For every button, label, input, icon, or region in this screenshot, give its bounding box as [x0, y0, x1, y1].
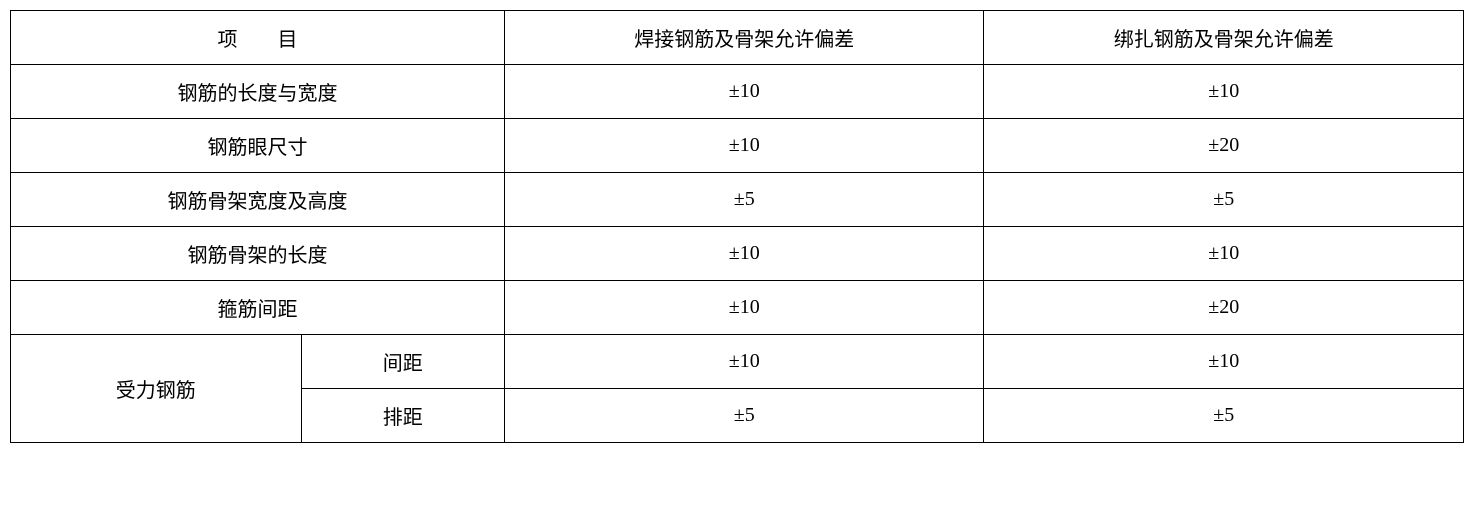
cell-welded: ±5 [505, 173, 984, 227]
cell-item: 钢筋的长度与宽度 [11, 65, 505, 119]
cell-welded: ±10 [505, 65, 984, 119]
cell-welded: ±5 [505, 389, 984, 443]
cell-welded: ±10 [505, 227, 984, 281]
cell-sub-label: 排距 [301, 389, 504, 443]
table-row-grouped: 受力钢筋 间距 ±10 ±10 [11, 335, 1464, 389]
table-row: 钢筋的长度与宽度 ±10 ±10 [11, 65, 1464, 119]
table-row: 钢筋骨架的长度 ±10 ±10 [11, 227, 1464, 281]
cell-tied: ±20 [984, 281, 1464, 335]
table-row: 钢筋眼尺寸 ±10 ±20 [11, 119, 1464, 173]
header-welded: 焊接钢筋及骨架允许偏差 [505, 11, 984, 65]
cell-tied: ±5 [984, 173, 1464, 227]
cell-welded: ±10 [505, 335, 984, 389]
table-row: 钢筋骨架宽度及高度 ±5 ±5 [11, 173, 1464, 227]
tolerance-table: 项 目 焊接钢筋及骨架允许偏差 绑扎钢筋及骨架允许偏差 钢筋的长度与宽度 ±10… [10, 10, 1464, 443]
header-tied: 绑扎钢筋及骨架允许偏差 [984, 11, 1464, 65]
table-row: 箍筋间距 ±10 ±20 [11, 281, 1464, 335]
cell-tied: ±10 [984, 65, 1464, 119]
cell-tied: ±10 [984, 227, 1464, 281]
cell-sub-label: 间距 [301, 335, 504, 389]
cell-tied: ±20 [984, 119, 1464, 173]
cell-item: 钢筋眼尺寸 [11, 119, 505, 173]
cell-welded: ±10 [505, 281, 984, 335]
cell-tied: ±10 [984, 335, 1464, 389]
cell-item: 钢筋骨架宽度及高度 [11, 173, 505, 227]
table-body: 钢筋的长度与宽度 ±10 ±10 钢筋眼尺寸 ±10 ±20 钢筋骨架宽度及高度… [11, 65, 1464, 443]
cell-tied: ±5 [984, 389, 1464, 443]
header-item: 项 目 [11, 11, 505, 65]
cell-item: 箍筋间距 [11, 281, 505, 335]
cell-item: 钢筋骨架的长度 [11, 227, 505, 281]
cell-welded: ±10 [505, 119, 984, 173]
cell-group-label: 受力钢筋 [11, 335, 302, 443]
header-row: 项 目 焊接钢筋及骨架允许偏差 绑扎钢筋及骨架允许偏差 [11, 11, 1464, 65]
